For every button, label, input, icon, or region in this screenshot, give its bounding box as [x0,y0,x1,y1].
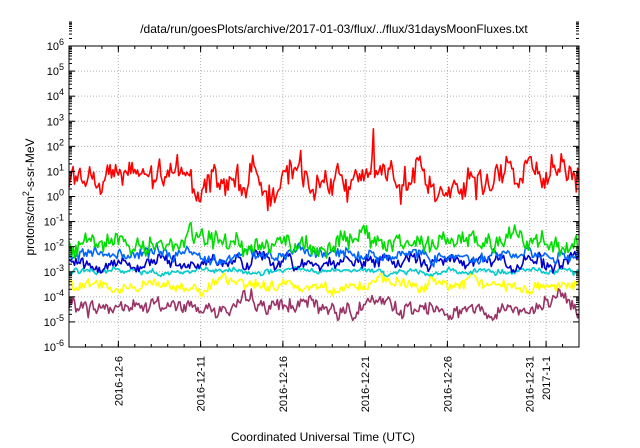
series-group [68,128,580,322]
y-tick-label: 10-6 [44,338,64,354]
series-line [68,249,580,274]
y-tick-label: 101 [47,162,64,178]
x-axis-label: Coordinated Universal Time (UTC) [231,430,415,444]
y-tick-label: 10-1 [44,213,64,229]
y-tick-label: 102 [47,137,64,153]
y-axis-label: protons/cm2-s-sr-MeV [21,138,37,255]
series-line [68,128,580,212]
x-tick-label: 2016-12-26 [442,356,454,412]
x-tick-label: 2017-1-1 [541,356,553,400]
x-tick-label: 2016-12-16 [278,356,290,412]
x-tick-label: 2016-12-6 [113,356,125,406]
grid-lines [69,46,579,347]
y-tick-label: 10-4 [44,288,64,304]
y-label-sup: 2 [21,191,31,196]
x-axis-ticks: 2016-12-6 2016-12-11 2016-12-16 2016-12-21 2… [68,46,580,412]
x-tick-label: 2016-12-11 [196,356,208,411]
y-tick-label: 103 [47,112,64,128]
y-tick-label: 10-2 [44,238,64,254]
x-tick-label: 2016-12-31 [525,356,537,412]
series-line [68,287,580,322]
chart-title: /data/run/goesPlots/archive/2017-01-03/f… [140,22,528,36]
y-label-part-2: -s-sr-MeV [23,138,37,191]
y-tick-label: 10-5 [44,313,64,329]
series-line [68,221,580,259]
series-line [68,265,580,278]
y-tick-label: 105 [47,62,64,78]
y-tick-label: 10-3 [44,263,64,279]
y-axis-ticks: 106 105 104 103 102 101 100 10-1 10-2 10-3 10-4 10-… [44,21,579,354]
y-tick-label: 100 [47,188,64,204]
y-tick-label: 104 [47,87,64,103]
series-line [68,271,580,298]
x-tick-label: 2016-12-21 [360,356,372,412]
y-label-part-1: protons/cm [23,196,37,255]
y-tick-label: 106 [47,37,64,53]
